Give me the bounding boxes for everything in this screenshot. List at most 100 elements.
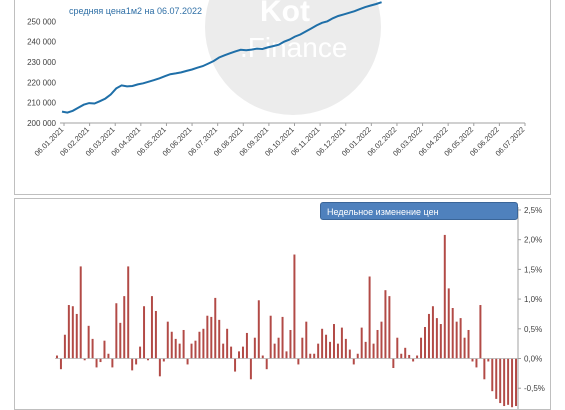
weekly-change-bar — [435, 318, 438, 359]
weekly-change-bar — [277, 337, 280, 359]
weekly-change-bar — [99, 358, 102, 363]
weekly-change-bar — [471, 358, 474, 362]
weekly-change-bar — [166, 321, 169, 359]
weekly-change-bar — [249, 358, 252, 380]
weekly-change-bar — [431, 306, 434, 359]
weekly-change-bar — [186, 358, 189, 365]
weekly-change-bar — [111, 358, 114, 368]
y-tick-label: 0,5% — [524, 325, 542, 334]
weekly-change-bar — [83, 358, 86, 361]
weekly-change-bar — [67, 305, 70, 359]
weekly-change-bar — [139, 346, 142, 359]
weekly-change-bar — [384, 290, 387, 359]
weekly-change-bar — [91, 338, 94, 359]
weekly-change-bar — [499, 358, 502, 404]
weekly-change-bar — [301, 337, 304, 359]
weekly-change-bar — [230, 346, 233, 359]
weekly-change-bar — [479, 305, 482, 359]
weekly-change-bar — [147, 358, 149, 361]
price-series-line — [61, 1, 382, 114]
weekly-change-bar — [206, 315, 209, 359]
weekly-change-bar — [348, 349, 351, 359]
weekly-change-bar — [150, 296, 153, 359]
weekly-change-bar — [483, 358, 486, 380]
weekly-change-bar — [234, 358, 237, 372]
weekly-change-bar — [340, 327, 343, 359]
weekly-change-bar — [289, 329, 292, 359]
weekly-change-bar — [451, 308, 454, 359]
y-tick-label: -0,5% — [524, 384, 545, 393]
weekly-change-bar — [463, 337, 466, 359]
weekly-change-bar — [269, 315, 272, 359]
weekly-change-bar — [222, 343, 225, 359]
weekly-change-bar — [297, 358, 300, 365]
weekly-change-bar — [95, 358, 98, 368]
watermark: Kot.Finance — [205, 0, 381, 115]
y-tick-label: 1,5% — [524, 265, 542, 274]
price-chart-caption: средняя цена1м2 на 06.07.2022 — [69, 6, 203, 16]
weekly-change-bar — [190, 343, 193, 359]
y-tick-label: 240 000 — [27, 38, 56, 47]
weekly-change-bar — [75, 313, 78, 359]
weekly-change-bar — [143, 306, 146, 359]
weekly-change-bar — [238, 351, 240, 359]
y-tick-label: 210 000 — [27, 99, 56, 108]
weekly-change-bar — [321, 328, 324, 359]
y-tick-label: 250 000 — [27, 17, 56, 26]
weekly-change-bar — [59, 358, 62, 370]
weekly-change-bar — [214, 297, 217, 359]
weekly-change-bar — [360, 327, 363, 359]
weekly-change-bar — [305, 321, 308, 359]
weekly-change-bar — [55, 355, 58, 359]
weekly-change-bar — [443, 234, 446, 359]
weekly-change-bar — [265, 358, 268, 370]
weekly-change-bar — [376, 329, 379, 359]
y-tick-label: 1,0% — [524, 295, 542, 304]
weekly-change-bar — [507, 358, 510, 405]
weekly-change-bar — [127, 266, 130, 359]
weekly-change-bar — [447, 288, 450, 359]
weekly-change-bar — [344, 338, 347, 359]
weekly-change-bar — [336, 343, 339, 359]
weekly-change-bar — [388, 296, 391, 359]
weekly-change-bar — [455, 321, 458, 359]
y-tick-label: 2,0% — [524, 236, 542, 245]
weekly-change-bar — [123, 296, 126, 359]
weekly-change-bar — [178, 343, 181, 359]
weekly-change-bar — [364, 341, 367, 359]
weekly-change-bar — [459, 318, 462, 359]
weekly-change-bar — [241, 346, 244, 359]
weekly-change-legend: Недельное изменение цен — [320, 202, 518, 220]
weekly-change-bar — [210, 316, 213, 359]
weekly-change-bar — [372, 343, 375, 359]
watermark-line1: Kot — [260, 0, 310, 28]
weekly-change-bar — [368, 276, 371, 359]
weekly-change-bar — [202, 328, 205, 359]
weekly-change-bar — [174, 338, 177, 359]
weekly-change-bar — [491, 358, 494, 392]
price-line-chart: Kot.Finance 200 000 210 000 220 000 230 000 2… — [27, 0, 526, 158]
weekly-change-bar — [79, 266, 82, 359]
weekly-change-bar — [87, 325, 90, 359]
weekly-change-bar — [103, 340, 106, 359]
weekly-change-bar — [107, 353, 110, 359]
y-tick-label: 220 000 — [27, 78, 56, 87]
weekly-change-bar — [257, 300, 260, 359]
weekly-change-bar — [380, 321, 383, 359]
weekly-change-bar — [273, 343, 276, 359]
y-tick-label: 0,0% — [524, 355, 542, 364]
weekly-change-bar — [416, 355, 419, 359]
weekly-change-bar — [119, 322, 122, 359]
weekly-change-bar — [131, 358, 134, 371]
weekly-change-bar — [158, 358, 161, 377]
watermark-circle — [205, 0, 381, 115]
weekly-change-bar — [424, 327, 426, 359]
y-tick-label: 2,5% — [524, 206, 542, 215]
y-tick-label: 230 000 — [27, 58, 56, 67]
weekly-change-bar-chart: -0,5% 0,0% 0,5% 1,0% 1,5% 2,0% 2,5% — [55, 206, 545, 409]
weekly-change-bar — [253, 337, 256, 359]
weekly-change-bar — [439, 324, 442, 359]
weekly-change-panel: -0,5% 0,0% 0,5% 1,0% 1,5% 2,0% 2,5% Недельное … — [14, 198, 551, 410]
weekly-change-bar — [261, 355, 264, 359]
weekly-change-bar — [162, 358, 165, 362]
